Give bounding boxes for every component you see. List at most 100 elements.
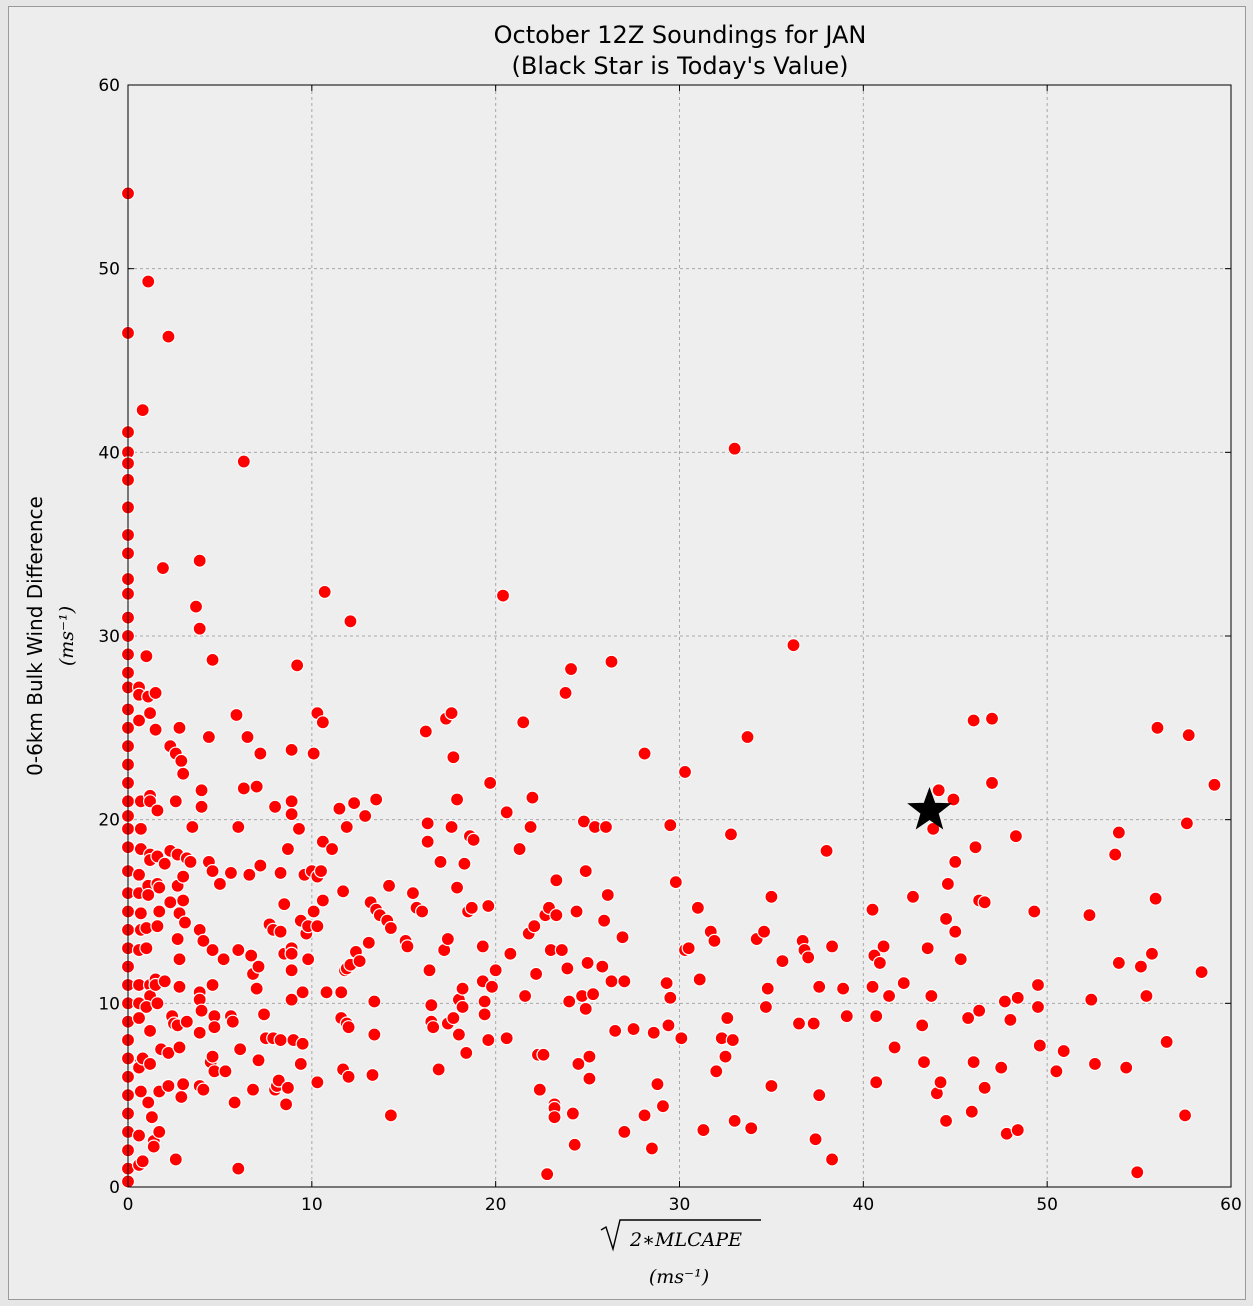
- highlight-layer: [907, 787, 952, 830]
- data-point: [1148, 891, 1163, 906]
- data-point: [536, 1047, 551, 1062]
- data-point: [231, 942, 246, 958]
- data-point: [964, 1104, 979, 1119]
- data-point: [446, 1010, 461, 1026]
- data-point: [152, 880, 167, 895]
- data-point: [192, 1025, 207, 1040]
- data-point: [1010, 1122, 1025, 1138]
- data-point: [1108, 847, 1123, 862]
- data-point: [227, 1095, 242, 1110]
- data-point: [174, 753, 189, 768]
- data-point: [142, 794, 158, 809]
- data-point: [562, 994, 577, 1009]
- data-point: [571, 1056, 586, 1072]
- data-point: [426, 1020, 441, 1035]
- data-point: [1150, 720, 1165, 735]
- data-point: [358, 808, 373, 824]
- data-point: [608, 1023, 623, 1038]
- data-point: [668, 875, 683, 890]
- data-point: [446, 750, 461, 765]
- data-point: [1159, 1034, 1174, 1050]
- data-point: [422, 963, 437, 978]
- data-point: [170, 931, 185, 947]
- x-axis-label: 2∗MLCAPE (ms⁻¹): [600, 1219, 761, 1288]
- data-point: [176, 766, 191, 781]
- data-point: [1032, 1038, 1047, 1053]
- data-point: [824, 1152, 840, 1167]
- data-point: [267, 799, 283, 814]
- data-point: [477, 994, 492, 1009]
- data-point: [824, 939, 840, 954]
- data-point: [253, 858, 268, 873]
- data-point: [760, 981, 775, 996]
- data-point: [1030, 999, 1046, 1015]
- data-point: [163, 895, 178, 910]
- data-point: [727, 441, 742, 456]
- data-point: [188, 599, 204, 614]
- data-point: [661, 1018, 676, 1033]
- y-tick-label: 10: [98, 994, 120, 1014]
- data-point: [152, 904, 167, 919]
- data-point: [637, 1108, 652, 1123]
- data-point: [595, 959, 610, 974]
- data-point: [540, 1167, 555, 1182]
- data-point: [179, 1014, 194, 1029]
- data-point: [916, 1055, 932, 1070]
- data-point: [142, 1056, 158, 1072]
- data-point: [218, 1064, 233, 1079]
- today-value-star: [907, 787, 952, 830]
- data-point: [381, 878, 397, 893]
- data-point: [953, 952, 968, 967]
- data-point: [839, 1009, 854, 1024]
- data-point: [1049, 1064, 1064, 1079]
- data-point: [367, 994, 382, 1009]
- data-point: [646, 1025, 661, 1040]
- data-point: [1133, 959, 1149, 974]
- data-point: [361, 935, 376, 950]
- data-point: [343, 614, 358, 629]
- data-point: [284, 992, 299, 1007]
- data-point: [405, 886, 421, 901]
- data-point: [293, 1056, 308, 1072]
- data-point: [457, 856, 472, 871]
- data-point: [273, 865, 288, 881]
- data-point: [131, 867, 147, 882]
- data-point: [499, 805, 514, 820]
- data-point: [277, 897, 292, 912]
- data-point: [896, 976, 911, 991]
- data-point: [984, 775, 1000, 791]
- y-axis-label: 0-6km Bulk Wind Difference: [23, 496, 47, 776]
- data-point: [144, 1110, 159, 1125]
- data-point: [135, 402, 150, 418]
- data-point: [869, 1075, 884, 1090]
- data-point: [481, 898, 496, 914]
- data-point: [604, 974, 619, 989]
- data-point: [315, 834, 330, 849]
- data-point: [905, 889, 921, 904]
- data-point: [400, 939, 415, 954]
- data-point: [249, 981, 264, 996]
- data-point: [172, 979, 187, 994]
- plot-frame: [127, 84, 1232, 1188]
- data-point: [578, 1001, 593, 1016]
- data-point: [677, 764, 693, 780]
- data-point: [194, 783, 209, 798]
- data-point: [142, 706, 158, 721]
- data-point: [231, 1161, 246, 1176]
- data-point: [196, 1082, 211, 1097]
- data-point: [948, 854, 963, 870]
- data-point: [1181, 728, 1196, 743]
- y-axis-label-units: (ms⁻¹): [56, 606, 78, 666]
- data-point: [1194, 965, 1209, 980]
- data-point: [415, 904, 430, 919]
- data-point: [972, 1003, 987, 1018]
- data-point: [484, 979, 500, 994]
- data-point: [207, 1020, 222, 1035]
- data-point: [310, 919, 325, 934]
- data-point: [205, 863, 220, 879]
- data-point: [718, 1049, 733, 1064]
- data-point: [659, 976, 674, 991]
- data-point: [223, 865, 239, 881]
- data-point: [201, 729, 216, 745]
- data-point: [720, 1010, 735, 1026]
